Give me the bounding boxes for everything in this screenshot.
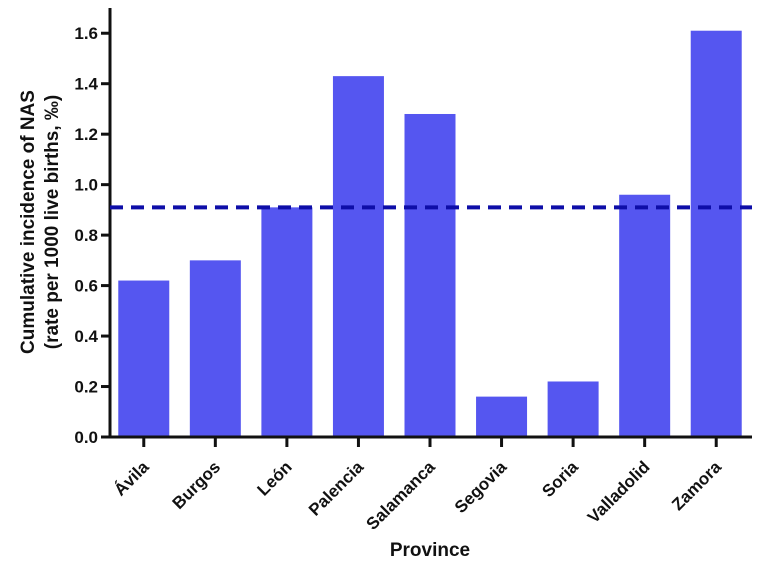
y-tick-label: 0.8 [74, 226, 98, 245]
x-axis-title: Province [389, 540, 471, 561]
x-category-label: Valladolid [584, 457, 654, 527]
x-category-label: Zamora [668, 457, 725, 514]
bar-soria [547, 381, 599, 437]
bar-avila [118, 280, 170, 437]
y-tick-label: 0.6 [74, 277, 98, 296]
bar-zamora [690, 30, 742, 438]
y-tick-label: 1.2 [74, 125, 98, 144]
y-axis-title-line1: Cumulative incidence of NAS [18, 90, 39, 354]
y-tick-label: 0.4 [74, 327, 98, 346]
x-category-label: León [254, 457, 296, 499]
x-category-label: Soria [538, 457, 582, 501]
y-axis-title-line2: (rate per 1000 live births, ‰) [42, 94, 63, 350]
x-category-label: Salamanca [363, 457, 440, 534]
y-tick-label: 1.6 [74, 24, 98, 43]
bar-salamanca [404, 113, 456, 438]
y-tick-label: 1.4 [74, 75, 98, 94]
bar-palencia [332, 76, 384, 438]
y-tick-label: 1.0 [74, 176, 98, 195]
x-category-label: Ávila [110, 457, 153, 500]
bar-burgos [189, 260, 241, 437]
x-category-label: Palencia [305, 457, 368, 520]
x-category-label: Burgos [169, 457, 225, 513]
y-tick-label: 0.0 [74, 428, 98, 447]
bar-valladolid [619, 194, 671, 437]
bar-segovia [476, 396, 528, 437]
y-tick-label: 0.2 [74, 378, 98, 397]
bar-leon [261, 207, 313, 437]
x-category-label: Segovia [451, 457, 511, 517]
y-axis-title: Cumulative incidence of NAS (rate per 10… [17, 12, 65, 432]
